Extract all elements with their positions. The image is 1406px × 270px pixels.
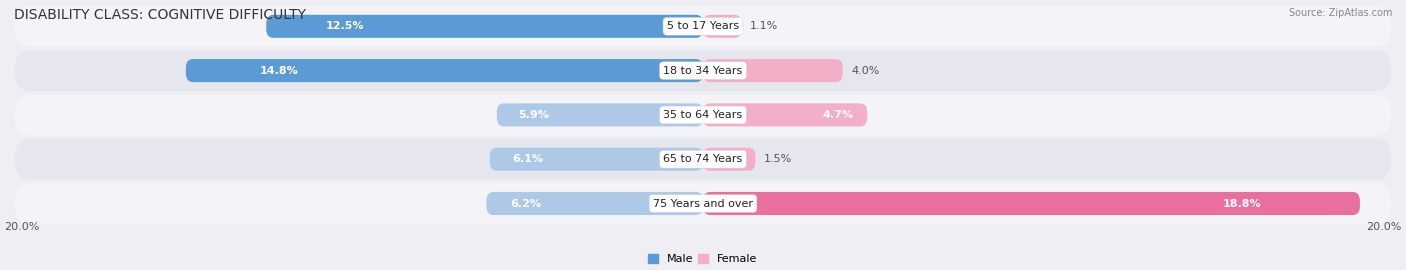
Text: 14.8%: 14.8% (260, 66, 298, 76)
Legend: Male, Female: Male, Female (644, 249, 762, 269)
FancyBboxPatch shape (186, 59, 703, 82)
Text: 18 to 34 Years: 18 to 34 Years (664, 66, 742, 76)
Text: 35 to 64 Years: 35 to 64 Years (664, 110, 742, 120)
FancyBboxPatch shape (703, 192, 1360, 215)
FancyBboxPatch shape (14, 6, 1392, 47)
Text: DISABILITY CLASS: COGNITIVE DIFFICULTY: DISABILITY CLASS: COGNITIVE DIFFICULTY (14, 8, 307, 22)
Text: Source: ZipAtlas.com: Source: ZipAtlas.com (1288, 8, 1392, 18)
Text: 75 Years and over: 75 Years and over (652, 198, 754, 208)
FancyBboxPatch shape (266, 15, 703, 38)
Text: 6.1%: 6.1% (513, 154, 544, 164)
FancyBboxPatch shape (489, 148, 703, 171)
Text: 65 to 74 Years: 65 to 74 Years (664, 154, 742, 164)
FancyBboxPatch shape (703, 59, 842, 82)
FancyBboxPatch shape (703, 15, 741, 38)
Text: 18.8%: 18.8% (1222, 198, 1261, 208)
Text: 5 to 17 Years: 5 to 17 Years (666, 21, 740, 31)
FancyBboxPatch shape (703, 148, 755, 171)
Text: 1.5%: 1.5% (763, 154, 793, 164)
FancyBboxPatch shape (496, 103, 703, 126)
Text: 5.9%: 5.9% (519, 110, 550, 120)
FancyBboxPatch shape (14, 94, 1392, 135)
Text: 4.7%: 4.7% (823, 110, 853, 120)
Text: 20.0%: 20.0% (4, 222, 39, 232)
FancyBboxPatch shape (14, 139, 1392, 180)
FancyBboxPatch shape (703, 103, 868, 126)
FancyBboxPatch shape (14, 183, 1392, 224)
Text: 20.0%: 20.0% (1367, 222, 1402, 232)
Text: 6.2%: 6.2% (510, 198, 541, 208)
FancyBboxPatch shape (486, 192, 703, 215)
FancyBboxPatch shape (14, 50, 1392, 91)
Text: 1.1%: 1.1% (751, 21, 779, 31)
Text: 4.0%: 4.0% (852, 66, 880, 76)
Text: 12.5%: 12.5% (326, 21, 364, 31)
